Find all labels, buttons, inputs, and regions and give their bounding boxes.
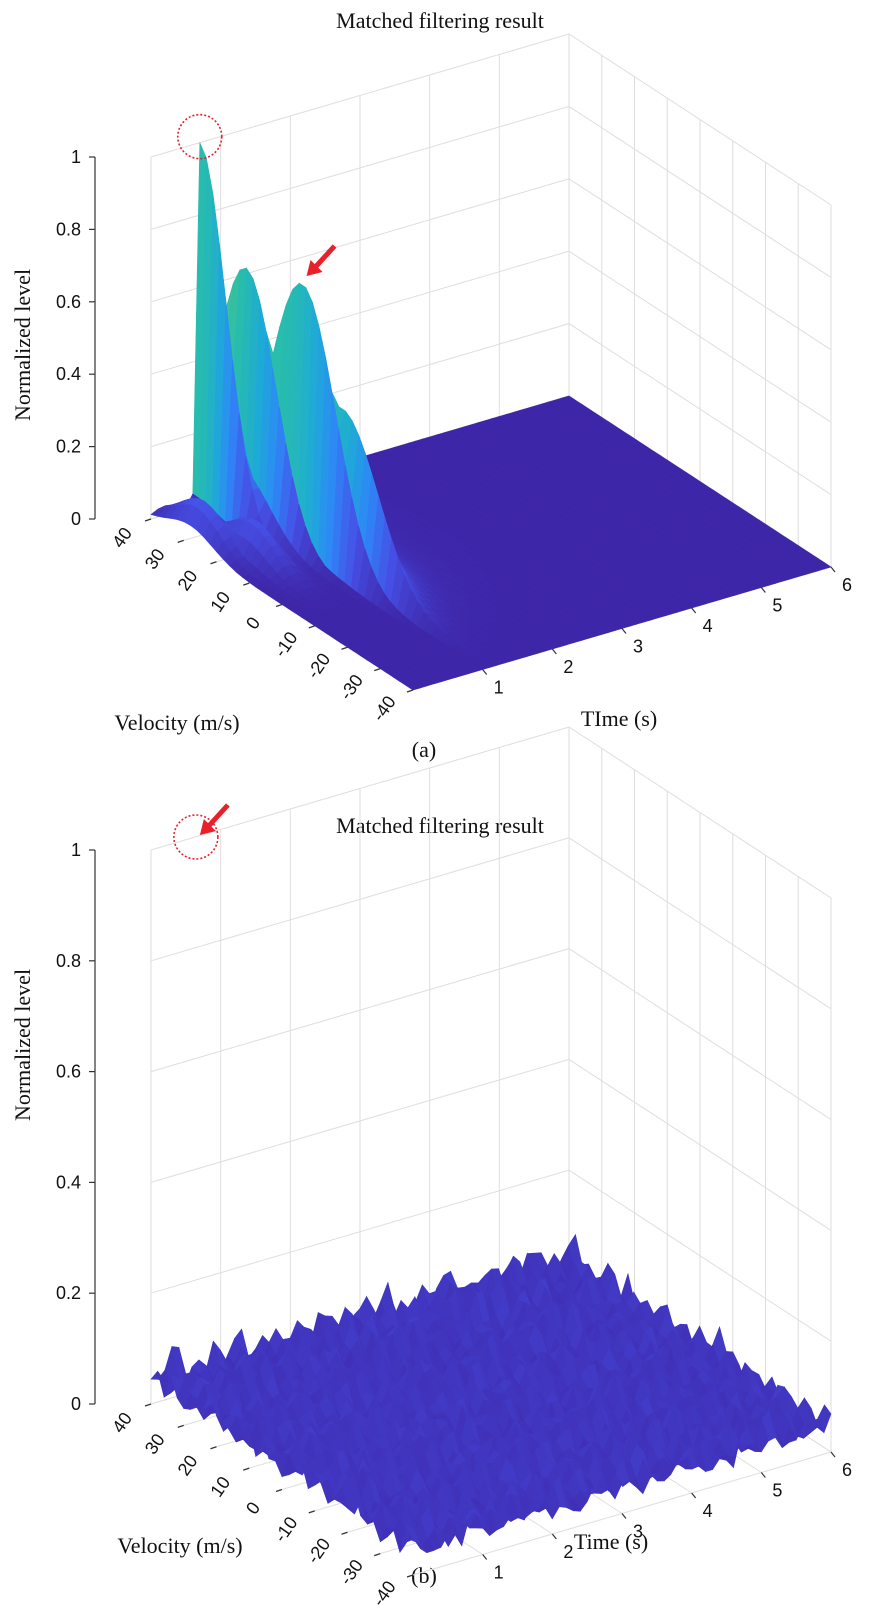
- y-tick-label: -30: [336, 1556, 367, 1589]
- z-tick-label: 0: [71, 1394, 81, 1414]
- y-tick-label: 0: [242, 1498, 264, 1518]
- y-tick: [308, 1510, 315, 1514]
- x-axis-label: TIme (s): [581, 706, 657, 731]
- z-gridline: [150, 33, 832, 206]
- panel-label: (b): [411, 1563, 437, 1588]
- x-tick-label: 2: [563, 1542, 573, 1562]
- y-axis-label: Velocity (m/s): [117, 1533, 242, 1558]
- y-tick-label: 10: [206, 588, 234, 616]
- z-tick-label: 1: [71, 840, 81, 860]
- x-tick: [830, 1451, 836, 1458]
- x-tick-label: 6: [842, 575, 852, 595]
- y-tick: [374, 1553, 381, 1557]
- y-tick: [275, 603, 283, 608]
- z-tick-label: 0.2: [56, 437, 81, 457]
- x-tick-label: 1: [494, 678, 504, 698]
- z-gridline: [150, 105, 832, 278]
- y-tick-label: 40: [108, 1409, 136, 1437]
- x-tick: [482, 669, 488, 675]
- y-tick: [406, 689, 414, 693]
- y-tick: [177, 1424, 184, 1428]
- chart-title: Matched filtering result: [336, 813, 544, 838]
- x-tick: [621, 1513, 627, 1519]
- z-tick-label: 0.4: [56, 1172, 81, 1192]
- y-tick: [275, 1488, 283, 1493]
- z-tick-label: 0: [71, 509, 81, 529]
- y-tick-label: 20: [174, 566, 202, 594]
- x-tick: [621, 628, 627, 634]
- y-tick-label: 10: [206, 1473, 234, 1501]
- y-tick-label: -40: [368, 1577, 399, 1610]
- y-tick-label: -10: [270, 628, 301, 661]
- y-tick-label: -30: [336, 671, 367, 704]
- x-tick: [760, 1472, 766, 1478]
- y-tick: [144, 518, 152, 522]
- x-tick-label: 5: [772, 1481, 782, 1501]
- x-tick: [760, 587, 766, 593]
- panel-label: (a): [412, 737, 436, 762]
- x-tick: [551, 648, 557, 655]
- x-tick-label: 4: [703, 1501, 713, 1521]
- x-tick: [830, 566, 836, 573]
- y-tick-label: 0: [242, 613, 264, 633]
- z-axis: 0 0.2 0.4 0.6 0.8 1: [56, 840, 96, 1414]
- x-tick-label: 1: [494, 1563, 504, 1583]
- x-tick: [482, 1554, 488, 1560]
- z-tick-label: 0.6: [56, 292, 81, 312]
- y-tick-label: 30: [141, 545, 169, 573]
- y-tick: [144, 1403, 152, 1407]
- z-gridline: [150, 1058, 832, 1231]
- annotation-arrow-shaft: [311, 244, 337, 271]
- x-tick: [551, 1533, 557, 1540]
- z-tick-label: 0.6: [56, 1062, 81, 1082]
- x-tick-label: 6: [842, 1460, 852, 1480]
- z-axis: 0 0.2 0.4 0.6 0.8 1: [56, 147, 96, 529]
- y-tick: [177, 539, 184, 543]
- z-tick-label: 0.2: [56, 1283, 81, 1303]
- z-tick-label: 0.8: [56, 951, 81, 971]
- surface: [150, 142, 832, 691]
- y-tick: [374, 668, 381, 672]
- x-tick-label: 2: [563, 657, 573, 677]
- y-axis-label: Velocity (m/s): [114, 710, 239, 735]
- y-tick-label: -40: [368, 692, 399, 725]
- y-tick: [243, 1467, 250, 1471]
- y-tick-label: -10: [270, 1513, 301, 1546]
- y-tick: [210, 561, 217, 565]
- y-tick-label: -20: [303, 649, 334, 682]
- x-tick: [691, 1492, 697, 1499]
- z-gridline: [150, 948, 832, 1121]
- x-tick: [691, 607, 697, 614]
- y-tick-label: 40: [108, 524, 136, 552]
- y-tick: [308, 625, 315, 629]
- z-gridline: [150, 837, 832, 1010]
- y-tick: [210, 1446, 217, 1450]
- x-tick-label: 5: [772, 596, 782, 616]
- y-tick: [341, 1531, 348, 1535]
- y-tick-label: -20: [303, 1534, 334, 1567]
- annotation-arrow-shaft: [205, 803, 230, 830]
- x-tick-label: 4: [703, 616, 713, 636]
- y-tick: [243, 582, 250, 586]
- z-axis-label: Normalized level: [10, 269, 35, 421]
- z-tick-label: 0.4: [56, 364, 81, 384]
- z-axis-label: Normalized level: [10, 969, 35, 1121]
- chart-title: Matched filtering result: [336, 8, 544, 33]
- panel-a: Matched filtering result (a) 0 0.2 0.4 0.6 0.8…: [10, 8, 852, 762]
- z-tick-label: 0.8: [56, 219, 81, 239]
- y-tick-label: 20: [174, 1451, 202, 1479]
- y-tick: [341, 646, 348, 650]
- panel-b: Matched filtering result (b) 0 0.2 0.4 0.6 0.8…: [10, 726, 852, 1610]
- x-tick-label: 3: [633, 637, 643, 657]
- y-tick-label: 30: [141, 1430, 169, 1458]
- z-tick-label: 1: [71, 147, 81, 167]
- x-axis-label: Time (s): [574, 1529, 648, 1554]
